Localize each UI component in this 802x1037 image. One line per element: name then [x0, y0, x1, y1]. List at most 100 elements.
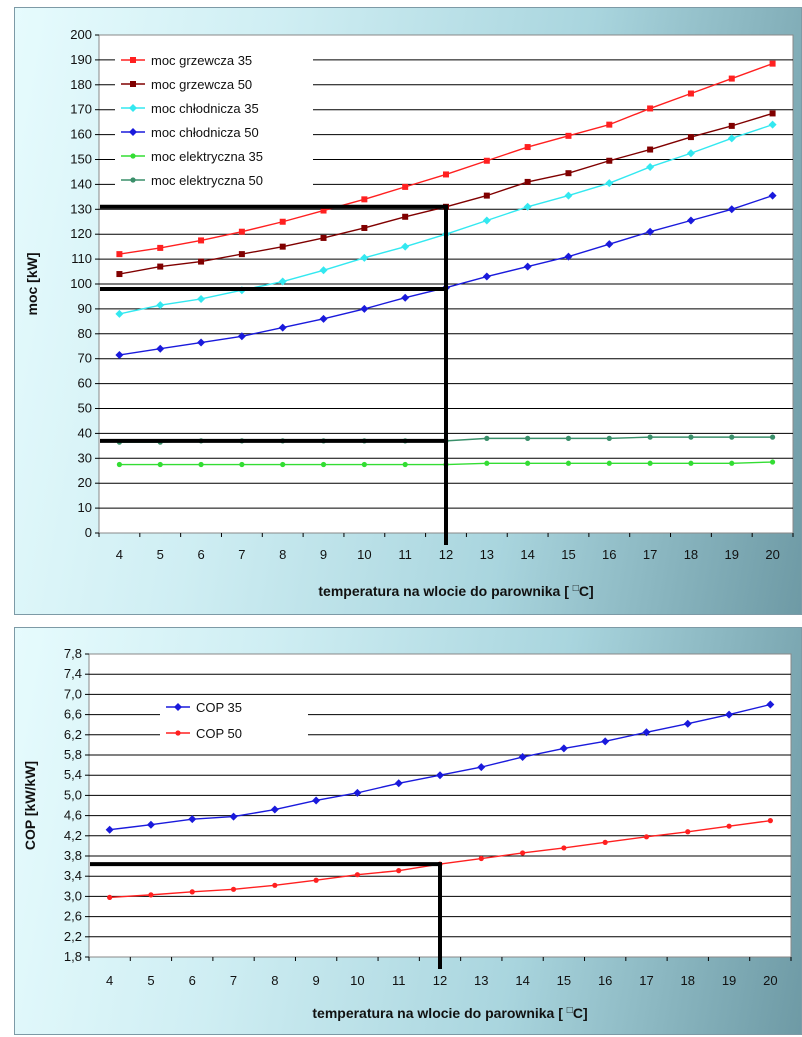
- data-point: [320, 207, 327, 214]
- data-point: [685, 829, 691, 835]
- y-tick-label: 120: [70, 226, 92, 241]
- series-1: [116, 60, 776, 258]
- data-point: [402, 213, 409, 220]
- data-point: [188, 815, 197, 824]
- y-tick-labels: 1,8 2,2 2,6 3,0 3,4 3,8 4,2 4,6 5,0 5,4 5,8 6,2 6,6 7…: [64, 646, 89, 964]
- data-point: [353, 788, 362, 797]
- data-point: [646, 227, 655, 236]
- data-point: [157, 461, 163, 468]
- x-tick-label: 15: [557, 973, 571, 988]
- y-tick-label: 160: [70, 127, 92, 142]
- y-tick-label: 180: [70, 77, 92, 92]
- data-point: [146, 820, 155, 829]
- x-tick-label: 4: [106, 973, 113, 988]
- data-point: [319, 314, 328, 323]
- y-tick-label: 7,8: [64, 646, 82, 661]
- x-tick-label: 14: [515, 973, 529, 988]
- y-tick-label: 130: [70, 201, 92, 216]
- data-point: [484, 460, 490, 466]
- x-tick-labels: 4 5 6 7 8 9 10 11 12 13 14 15 16 17 18 19 20: [98, 533, 794, 562]
- legend-label: moc chłodnicza 35: [151, 101, 259, 116]
- x-tick-label: 19: [722, 973, 736, 988]
- data-point: [686, 216, 695, 225]
- data-point: [157, 244, 164, 251]
- legend-marker: [130, 153, 136, 159]
- data-point: [197, 294, 206, 303]
- x-tick-labels: 4 5 6 7 8 9 10 11 12 13 14 15 16 17 18 19 20: [88, 957, 792, 988]
- legend-label: COP 35: [196, 700, 242, 715]
- data-point: [402, 461, 408, 468]
- legend-label: moc grzewcza 35: [151, 53, 252, 68]
- data-point: [198, 258, 205, 265]
- data-point: [727, 134, 736, 143]
- legend-label: moc grzewcza 50: [151, 77, 252, 92]
- data-point: [230, 886, 237, 892]
- data-point: [115, 350, 124, 359]
- x-tick-label: 18: [684, 547, 698, 562]
- x-tick-label: 11: [398, 547, 412, 562]
- legend-label: moc elektryczna 35: [151, 149, 263, 164]
- data-point: [725, 710, 734, 719]
- data-point: [107, 894, 113, 901]
- data-point: [565, 460, 572, 466]
- x-tick-label: 18: [681, 973, 695, 988]
- legend-marker: [174, 703, 182, 711]
- data-point: [443, 171, 449, 178]
- x-tick-label: 10: [357, 547, 371, 562]
- data-point: [561, 845, 567, 851]
- data-point: [565, 132, 572, 139]
- data-point: [769, 110, 776, 117]
- data-point: [565, 435, 572, 441]
- y-tick-label: 4,2: [64, 828, 82, 843]
- data-point: [361, 196, 368, 203]
- data-point: [279, 218, 286, 225]
- y-tick-label: 7,0: [64, 686, 82, 701]
- data-point: [401, 293, 410, 302]
- y-tick-label: 170: [70, 102, 92, 117]
- x-tick-label: 13: [480, 547, 494, 562]
- data-point: [565, 170, 572, 177]
- data-point: [525, 435, 531, 441]
- y-tick-label: 3,0: [64, 888, 82, 903]
- data-point: [559, 744, 568, 753]
- data-point: [606, 121, 613, 128]
- legend-label: moc elektryczna 50: [151, 173, 263, 188]
- y-tick-label: 60: [78, 376, 92, 391]
- y-tick-label: 80: [78, 326, 92, 341]
- data-point: [319, 266, 328, 275]
- y-tick-label: 7,4: [64, 666, 82, 681]
- cop-chart-panel: 1,8 2,2 2,6 3,0 3,4 3,8 4,2 4,6 5,0 5,4 5,8 6,2 6,6 7…: [14, 627, 802, 1035]
- data-point: [606, 435, 612, 441]
- legend-label: COP 50: [196, 726, 242, 741]
- data-point: [602, 839, 608, 845]
- data-point: [148, 892, 154, 898]
- data-point: [647, 146, 654, 153]
- data-point: [647, 105, 654, 112]
- x-tick-label: 12: [433, 973, 447, 988]
- x-tick-label: 17: [639, 973, 653, 988]
- data-point: [726, 823, 732, 829]
- data-point: [436, 771, 444, 780]
- x-tick-label: 4: [116, 547, 123, 562]
- data-point: [605, 240, 614, 249]
- data-point: [361, 224, 368, 231]
- reference-lines: [90, 862, 442, 969]
- x-tick-label: 20: [763, 973, 777, 988]
- data-point: [272, 882, 278, 888]
- data-point: [115, 309, 124, 318]
- data-point: [519, 850, 526, 856]
- data-point: [647, 434, 653, 440]
- data-point: [646, 162, 655, 171]
- legend-box: [115, 48, 313, 198]
- y-tick-label: 0: [85, 525, 92, 540]
- x-tick-label: 6: [189, 973, 196, 988]
- data-point: [402, 183, 409, 190]
- y-tick-label: 10: [78, 500, 92, 515]
- legend-marker: [129, 128, 137, 136]
- y-tick-label: 150: [70, 152, 92, 167]
- x-tick-label: 10: [350, 973, 364, 988]
- data-point: [729, 460, 735, 466]
- x-tick-label: 16: [598, 973, 612, 988]
- data-point: [361, 461, 367, 468]
- data-point: [606, 157, 613, 164]
